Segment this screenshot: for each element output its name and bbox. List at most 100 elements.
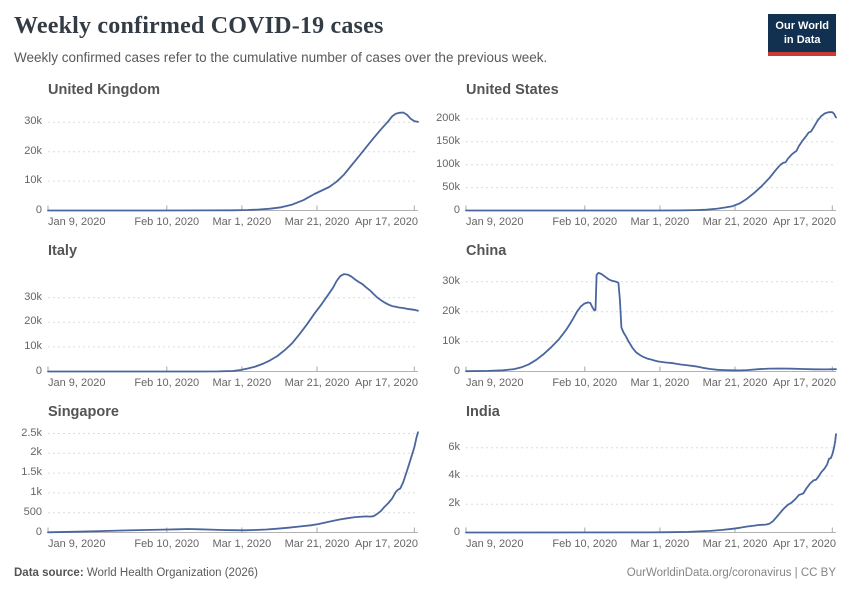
y-tick-label: 2k	[30, 446, 42, 459]
line-series[interactable]	[47, 430, 419, 533]
x-axis: Jan 9, 2020 Feb 10, 2020 Mar 1, 2020 Mar 21…	[466, 372, 836, 391]
line-series[interactable]	[47, 111, 419, 211]
x-tick-label: Jan 9, 2020	[48, 537, 106, 550]
x-tick-label: Mar 21, 2020	[284, 376, 350, 389]
y-axis: 0 10k 20k 30k	[14, 104, 48, 215]
owid-logo-line2: in Data	[783, 33, 821, 46]
y-tick-label: 0	[453, 525, 460, 538]
x-axis: Jan 9, 2020 Feb 10, 2020 Mar 1, 2020 Mar 21…	[48, 372, 418, 391]
plot-area: Jan 9, 2020 Feb 10, 2020 Mar 1, 2020 Mar 21…	[47, 426, 419, 552]
page-subtitle: Weekly confirmed cases refer to the cumu…	[14, 49, 548, 65]
y-tick-label: 30k	[24, 290, 42, 303]
line-series[interactable]	[465, 110, 837, 211]
chart-panel-title: China	[466, 242, 507, 259]
plot-row: 0 2k 4k 6k Jan 9, 2020 Feb 10, 2020 Mar 1, 20…	[432, 426, 837, 552]
plot-row: 0 50k 100k 150k 200k Jan 9, 2020 Feb 10, 2020…	[432, 104, 837, 230]
y-tick-label: 30k	[442, 274, 460, 287]
plot-row: 0 10k 20k 30k Jan 9, 2020 Feb 10, 2020 Mar 1,…	[14, 104, 419, 230]
chart-panel-title: United Kingdom	[48, 81, 160, 98]
x-tick-label: Feb 10, 2020	[134, 215, 200, 228]
owid-logo[interactable]: Our World in Data	[768, 14, 836, 56]
y-tick-label: 2.5k	[21, 426, 42, 439]
y-tick-label: 100k	[436, 157, 460, 170]
plot-row: 0 10k 20k 30k Jan 9, 2020 Feb 10, 2020 Mar 1,…	[432, 265, 837, 391]
line-series[interactable]	[465, 271, 837, 372]
y-tick-label: 20k	[442, 304, 460, 317]
x-tick-label: Apr 17, 2020	[773, 537, 836, 550]
line-chart-svg[interactable]	[47, 104, 419, 211]
y-tick-label: 20k	[24, 144, 42, 157]
x-tick-label: Apr 17, 2020	[355, 537, 418, 550]
x-tick-label: Mar 21, 2020	[284, 215, 350, 228]
x-tick-label: Apr 17, 2020	[773, 215, 836, 228]
chart-panel-title: India	[466, 403, 500, 420]
x-axis: Jan 9, 2020 Feb 10, 2020 Mar 1, 2020 Mar 21…	[466, 533, 836, 552]
x-tick-label: Apr 17, 2020	[773, 376, 836, 389]
y-tick-label: 1.5k	[21, 466, 42, 479]
y-axis: 0 10k 20k 30k	[14, 265, 48, 377]
x-tick-label: Mar 21, 2020	[702, 376, 768, 389]
y-tick-label: 500	[23, 505, 42, 518]
chart-header: Weekly confirmed COVID-19 cases Weekly c…	[14, 13, 836, 65]
chart-panel-united-kingdom: United Kingdom 0 10k 20k 30k Jan 9, 2020 Feb…	[14, 81, 419, 230]
plot-area: Jan 9, 2020 Feb 10, 2020 Mar 1, 2020 Mar 21…	[47, 265, 419, 391]
x-tick-label: Jan 9, 2020	[466, 215, 524, 228]
y-tick-label: 10k	[24, 174, 42, 187]
line-chart-svg[interactable]	[465, 104, 837, 211]
line-chart-svg[interactable]	[47, 426, 419, 533]
x-tick-label: Apr 17, 2020	[355, 376, 418, 389]
plot-area: Jan 9, 2020 Feb 10, 2020 Mar 1, 2020 Mar 21…	[465, 426, 837, 552]
plot-area: Jan 9, 2020 Feb 10, 2020 Mar 1, 2020 Mar 21…	[47, 104, 419, 230]
y-tick-label: 20k	[24, 315, 42, 328]
page-title: Weekly confirmed COVID-19 cases	[14, 13, 384, 39]
x-tick-label: Jan 9, 2020	[466, 376, 524, 389]
line-chart-svg[interactable]	[465, 265, 837, 372]
y-axis: 0 2k 4k 6k	[432, 426, 466, 538]
line-chart-svg[interactable]	[47, 265, 419, 372]
x-tick-label: Mar 21, 2020	[702, 537, 768, 550]
y-axis: 0 500 1k 1.5k 2k 2.5k	[14, 426, 48, 538]
y-tick-label: 4k	[448, 469, 460, 482]
x-tick-label: Jan 9, 2020	[48, 215, 106, 228]
x-tick-label: Mar 1, 2020	[630, 215, 690, 228]
x-axis: Jan 9, 2020 Feb 10, 2020 Mar 1, 2020 Mar 21…	[48, 533, 418, 552]
chart-panel-title: Singapore	[48, 403, 119, 420]
y-tick-label: 200k	[436, 111, 460, 124]
x-tick-label: Mar 1, 2020	[630, 537, 690, 550]
y-tick-label: 1k	[30, 486, 42, 498]
plot-row: 0 10k 20k 30k Jan 9, 2020 Feb 10, 2020 Mar 1,…	[14, 265, 419, 391]
x-axis: Jan 9, 2020 Feb 10, 2020 Mar 1, 2020 Mar 21…	[466, 211, 836, 230]
x-tick-label: Mar 1, 2020	[212, 376, 272, 389]
charts-grid: United Kingdom 0 10k 20k 30k Jan 9, 2020 Feb…	[14, 81, 837, 552]
chart-panel-title: Italy	[48, 242, 78, 259]
y-tick-label: 2k	[448, 497, 460, 510]
line-chart-svg[interactable]	[465, 426, 837, 533]
header-text: Weekly confirmed COVID-19 cases Weekly c…	[14, 13, 547, 65]
y-tick-label: 0	[35, 203, 42, 216]
y-tick-label: 0	[35, 525, 42, 538]
x-tick-label: Feb 10, 2020	[134, 537, 200, 550]
x-tick-label: Feb 10, 2020	[552, 215, 618, 228]
data-source: Data source: World Health Organization (…	[14, 567, 258, 579]
data-source-value: World Health Organization (2026)	[83, 566, 258, 579]
y-tick-label: 0	[35, 364, 42, 377]
y-tick-label: 0	[453, 203, 460, 216]
plot-area: Jan 9, 2020 Feb 10, 2020 Mar 1, 2020 Mar 21…	[465, 104, 837, 230]
line-series[interactable]	[465, 432, 837, 533]
chart-panel-title: United States	[466, 81, 559, 98]
y-tick-label: 30k	[24, 115, 42, 128]
y-tick-label: 10k	[24, 339, 42, 352]
plot-row: 0 500 1k 1.5k 2k 2.5k Jan 9, 2020 Feb 10, 2020…	[14, 426, 419, 552]
owid-logo-line1: Our World	[775, 20, 829, 32]
x-axis: Jan 9, 2020 Feb 10, 2020 Mar 1, 2020 Mar 21…	[48, 211, 418, 230]
data-source-label: Data source:	[14, 566, 84, 579]
chart-footer: Data source: World Health Organization (…	[14, 567, 836, 579]
y-tick-label: 0	[453, 364, 460, 377]
y-tick-label: 50k	[442, 180, 460, 193]
x-tick-label: Mar 21, 2020	[702, 215, 768, 228]
x-tick-label: Mar 1, 2020	[630, 376, 690, 389]
license-link[interactable]: OurWorldinData.org/coronavirus | CC BY	[626, 566, 836, 579]
x-tick-label: Feb 10, 2020	[134, 376, 200, 389]
line-series[interactable]	[47, 272, 419, 372]
x-tick-label: Mar 1, 2020	[212, 537, 272, 550]
